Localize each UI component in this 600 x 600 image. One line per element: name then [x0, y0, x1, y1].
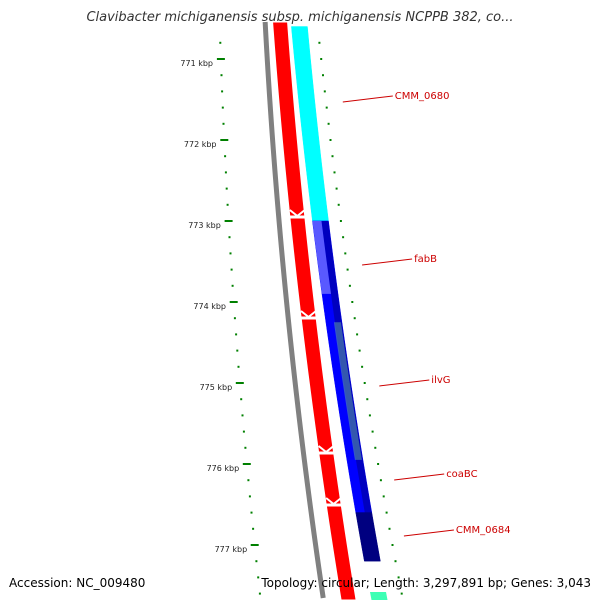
label-leader-line	[342, 95, 393, 103]
overlap-tint	[312, 220, 331, 294]
topology-summary: Topology: circular; Length: 3,297,891 bp…	[261, 576, 591, 590]
gene-block-next	[370, 592, 388, 600]
gene-label-cmm_0680[interactable]: CMM_0680	[395, 91, 450, 102]
forward-gene-segment[interactable]	[325, 505, 357, 600]
label-leader-line	[362, 258, 413, 266]
forward-gene-segment[interactable]	[318, 453, 342, 505]
gene-label-fabb[interactable]: fabB	[414, 254, 437, 265]
backbone-line	[262, 21, 326, 599]
backbone-layer	[262, 21, 326, 599]
forward-gene-segment[interactable]	[289, 217, 317, 318]
tick-label: 777 kbp	[215, 545, 248, 554]
gene-label-cmm_0684[interactable]: CMM_0684	[456, 525, 511, 536]
gene-label-layer: CMM_0680 fabB ilvG coaBC CMM_0684	[342, 91, 511, 537]
gene-inner-stripe	[321, 220, 342, 323]
forward-strand-layer	[272, 21, 357, 600]
label-leader-line	[379, 379, 430, 387]
tick-label: 776 kbp	[207, 464, 240, 473]
gene-arrow-notch	[300, 310, 317, 319]
gene-arrow-notch	[325, 497, 342, 506]
overlap-tint	[333, 322, 362, 460]
tick-label: 775 kbp	[200, 383, 233, 392]
label-leader-line	[403, 529, 454, 537]
tick-label: 773 kbp	[188, 221, 221, 230]
gene-arrow-notch	[317, 445, 335, 454]
label-leader-line	[394, 473, 445, 481]
gene-label-ilvg[interactable]: ilvG	[431, 375, 450, 386]
gene-layer	[291, 26, 388, 600]
tick-label: 774 kbp	[193, 302, 226, 311]
gene-block-cmm_0684[interactable]	[355, 512, 381, 562]
forward-gene-segment[interactable]	[300, 318, 335, 453]
map-title: Clavibacter michiganensis subsp. michiga…	[86, 10, 514, 25]
accession-text: Accession: NC_009480	[9, 576, 146, 590]
scale-tick-layer: 771 kbp 772 kbp 773 kbp 774 kbp 775 kbp 776 k…	[180, 41, 403, 595]
gene-label-coabc[interactable]: coaBC	[446, 469, 477, 480]
forward-gene-segment[interactable]	[272, 21, 306, 217]
tick-label: 772 kbp	[184, 140, 217, 149]
gene-inner-stripe	[355, 459, 372, 513]
tick-label: 771 kbp	[180, 59, 213, 68]
gene-arrow-notch	[289, 209, 306, 218]
